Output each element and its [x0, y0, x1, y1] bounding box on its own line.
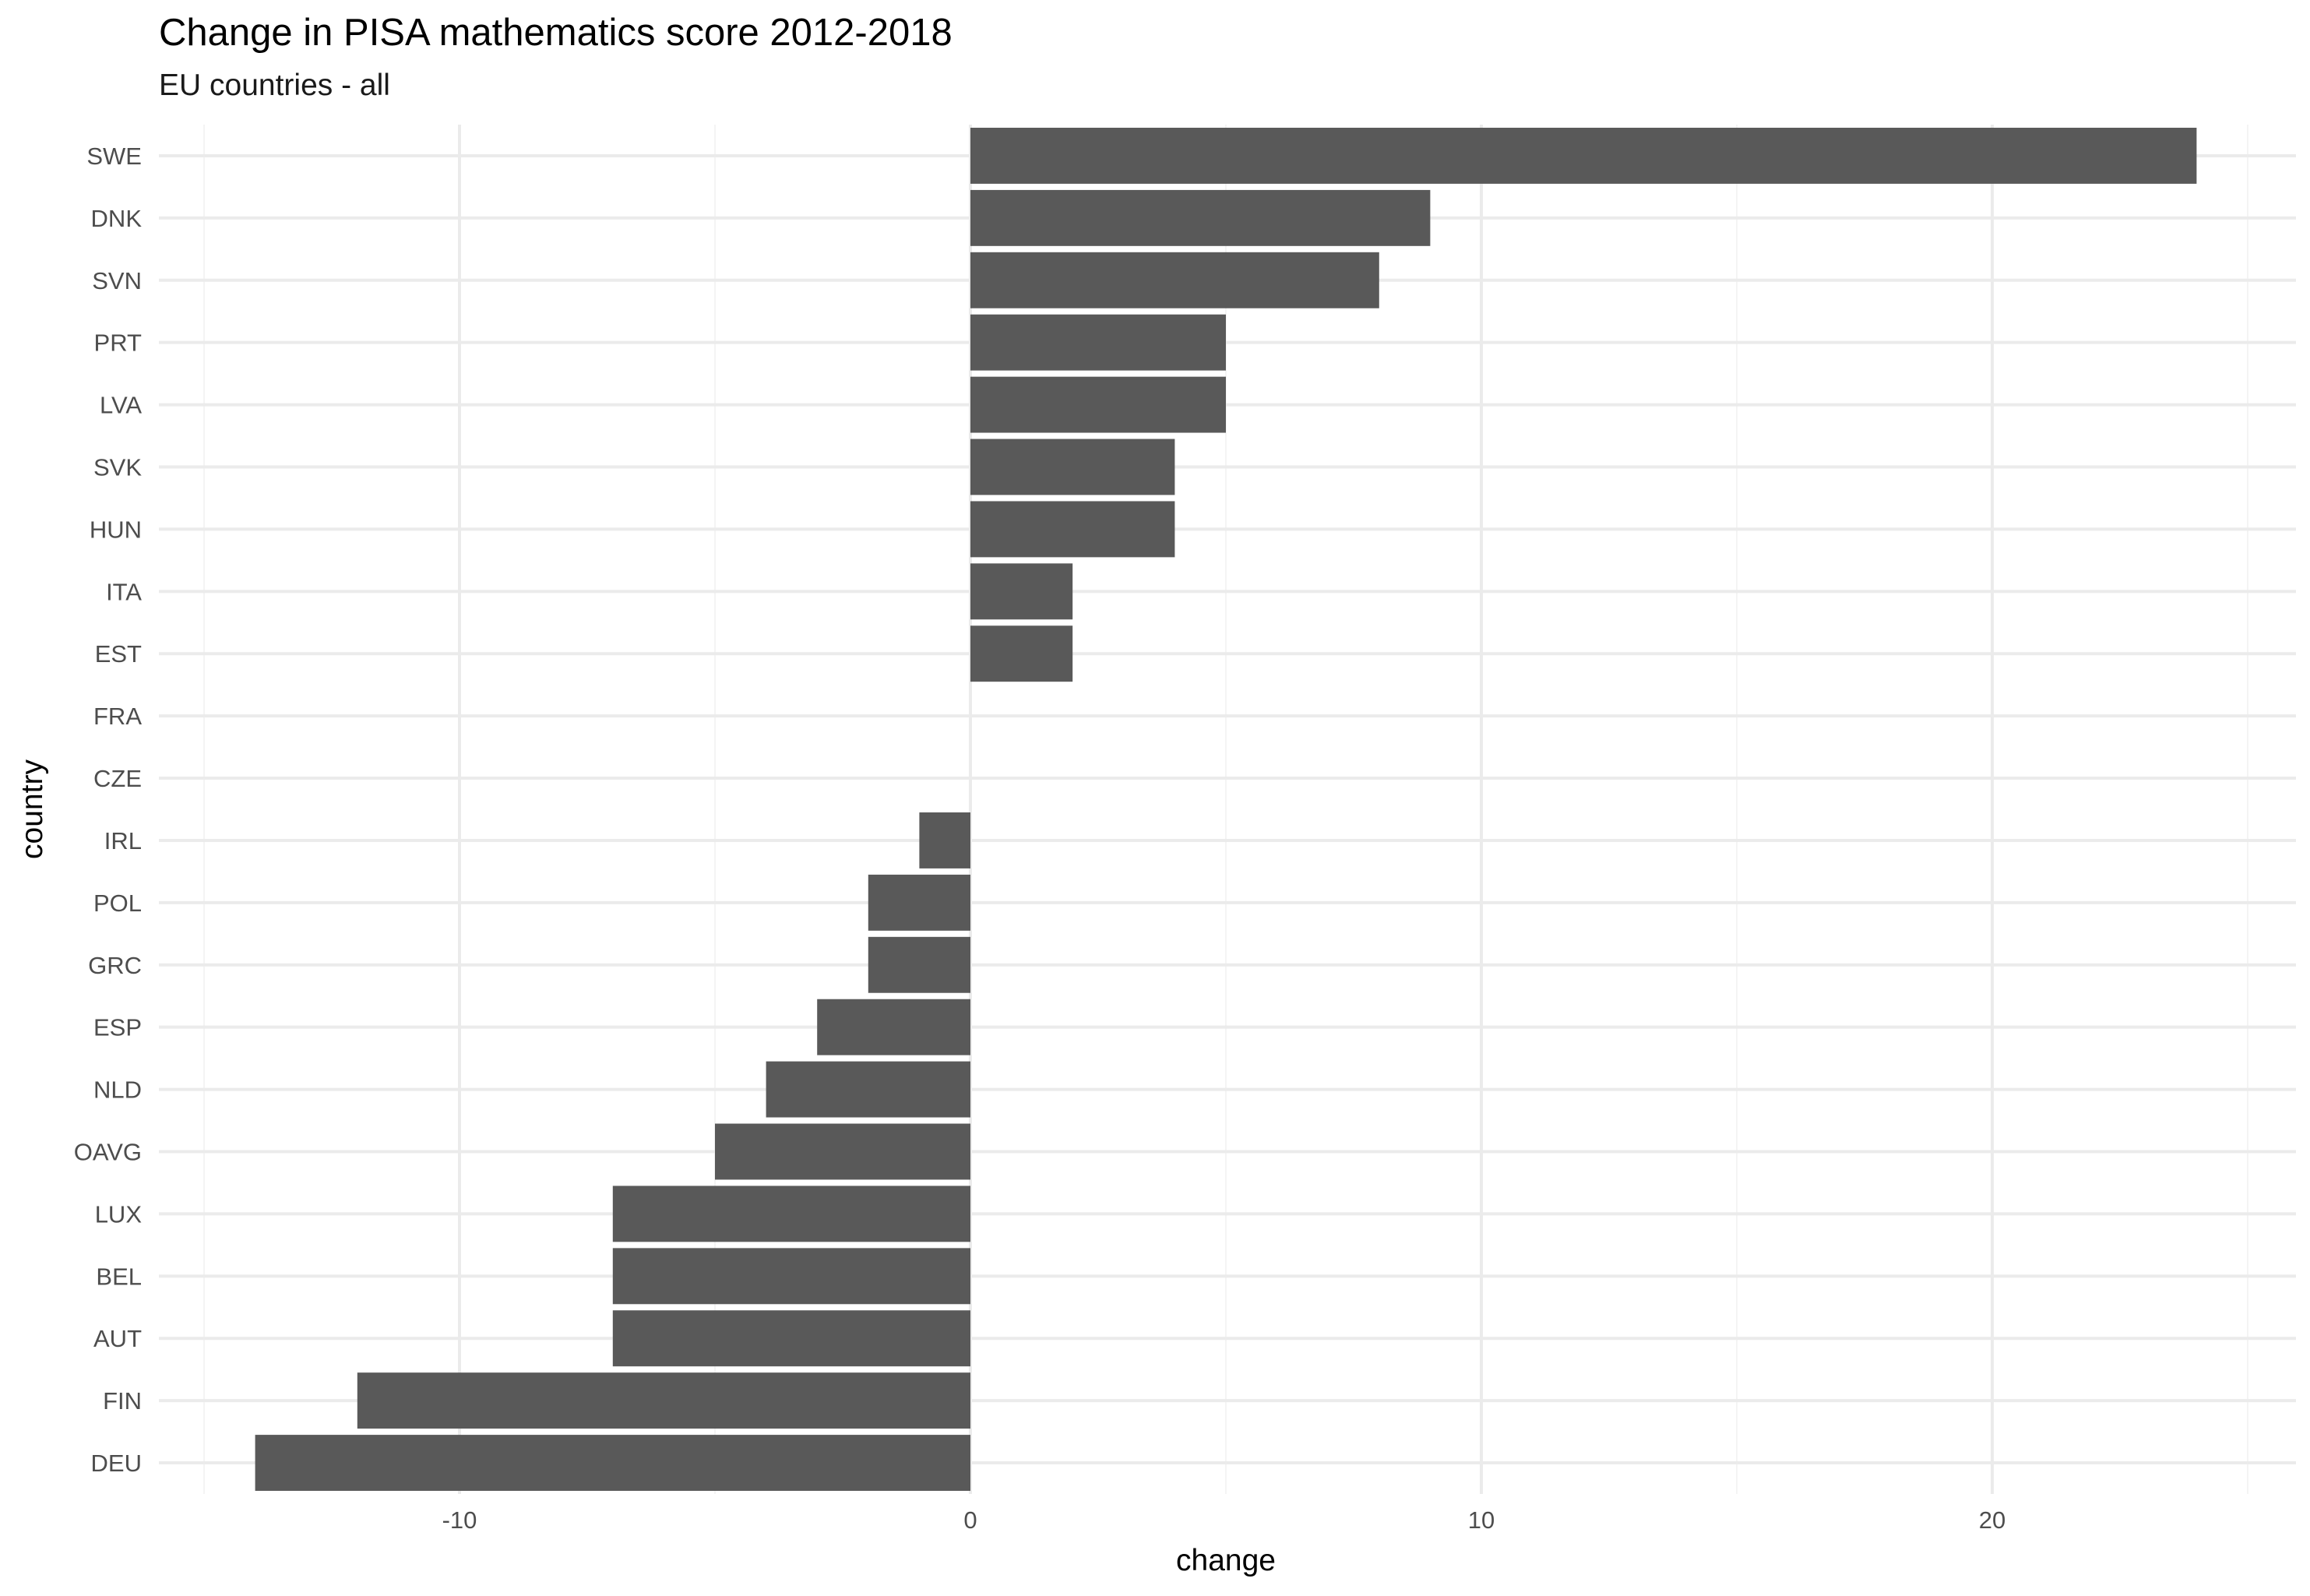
bar-bel — [612, 1248, 970, 1305]
y-tick-label: SVK — [93, 454, 142, 481]
chart-title: Change in PISA mathematics score 2012-20… — [159, 12, 953, 54]
bar-swe — [970, 127, 2197, 184]
bar-esp — [817, 999, 970, 1055]
x-tick-label: 0 — [963, 1506, 977, 1534]
bar-lux — [612, 1186, 970, 1242]
y-tick-label: BEL — [96, 1263, 142, 1290]
y-tick-label: ITA — [106, 578, 142, 605]
bar-nld — [766, 1061, 970, 1118]
y-tick-label: HUN — [90, 516, 142, 543]
y-tick-label: GRC — [88, 952, 142, 979]
y-tick-label: PRT — [94, 329, 143, 357]
bar-ita — [970, 563, 1073, 620]
y-tick-label: OAVG — [74, 1139, 142, 1166]
x-tick-label: 20 — [1979, 1506, 2005, 1534]
y-axis-tick-labels: SWE DNK SVN PRT LVA SVK HUN ITA EST FRA CZE IRL POL G… — [74, 143, 143, 1477]
x-tick-label: 10 — [1468, 1506, 1495, 1534]
bar-hun — [970, 501, 1175, 558]
y-tick-label: SWE — [86, 143, 142, 170]
bars — [255, 127, 2197, 1492]
bar-svk — [970, 439, 1175, 495]
bar-lva — [970, 376, 1226, 433]
bar-irl — [919, 812, 970, 868]
bar-svn — [970, 252, 1379, 308]
bar-aut — [612, 1310, 970, 1367]
bar-prt — [970, 314, 1226, 371]
y-tick-label: FRA — [93, 703, 142, 730]
y-tick-label: DNK — [91, 205, 143, 232]
bar-fin — [357, 1372, 970, 1429]
y-axis-label: country — [16, 759, 49, 859]
x-tick-label: -10 — [442, 1506, 477, 1534]
chart-subtitle: EU countries - all — [159, 69, 390, 102]
y-tick-label: DEU — [91, 1450, 142, 1477]
x-axis-label: change — [1176, 1544, 1276, 1577]
bar-grc — [868, 936, 970, 993]
y-tick-label: IRL — [104, 827, 142, 854]
bar-oavg — [715, 1123, 970, 1180]
bar-deu — [255, 1435, 971, 1492]
bar-dnk — [970, 189, 1431, 246]
y-tick-label: LUX — [95, 1200, 143, 1228]
y-tick-label: ESP — [93, 1014, 142, 1041]
y-tick-label: CZE — [93, 765, 142, 792]
x-axis-tick-labels: -10 0 10 20 — [442, 1506, 2006, 1534]
y-tick-label: AUT — [93, 1325, 142, 1352]
bar-est — [970, 625, 1073, 682]
y-tick-label: SVN — [92, 267, 142, 294]
bar-pol — [868, 874, 970, 931]
y-tick-label: FIN — [103, 1387, 142, 1415]
y-tick-label: EST — [95, 640, 142, 668]
y-tick-label: POL — [93, 890, 142, 917]
y-tick-label: LVA — [100, 392, 142, 419]
major-gridlines — [159, 125, 2296, 1494]
y-tick-label: NLD — [93, 1076, 142, 1104]
